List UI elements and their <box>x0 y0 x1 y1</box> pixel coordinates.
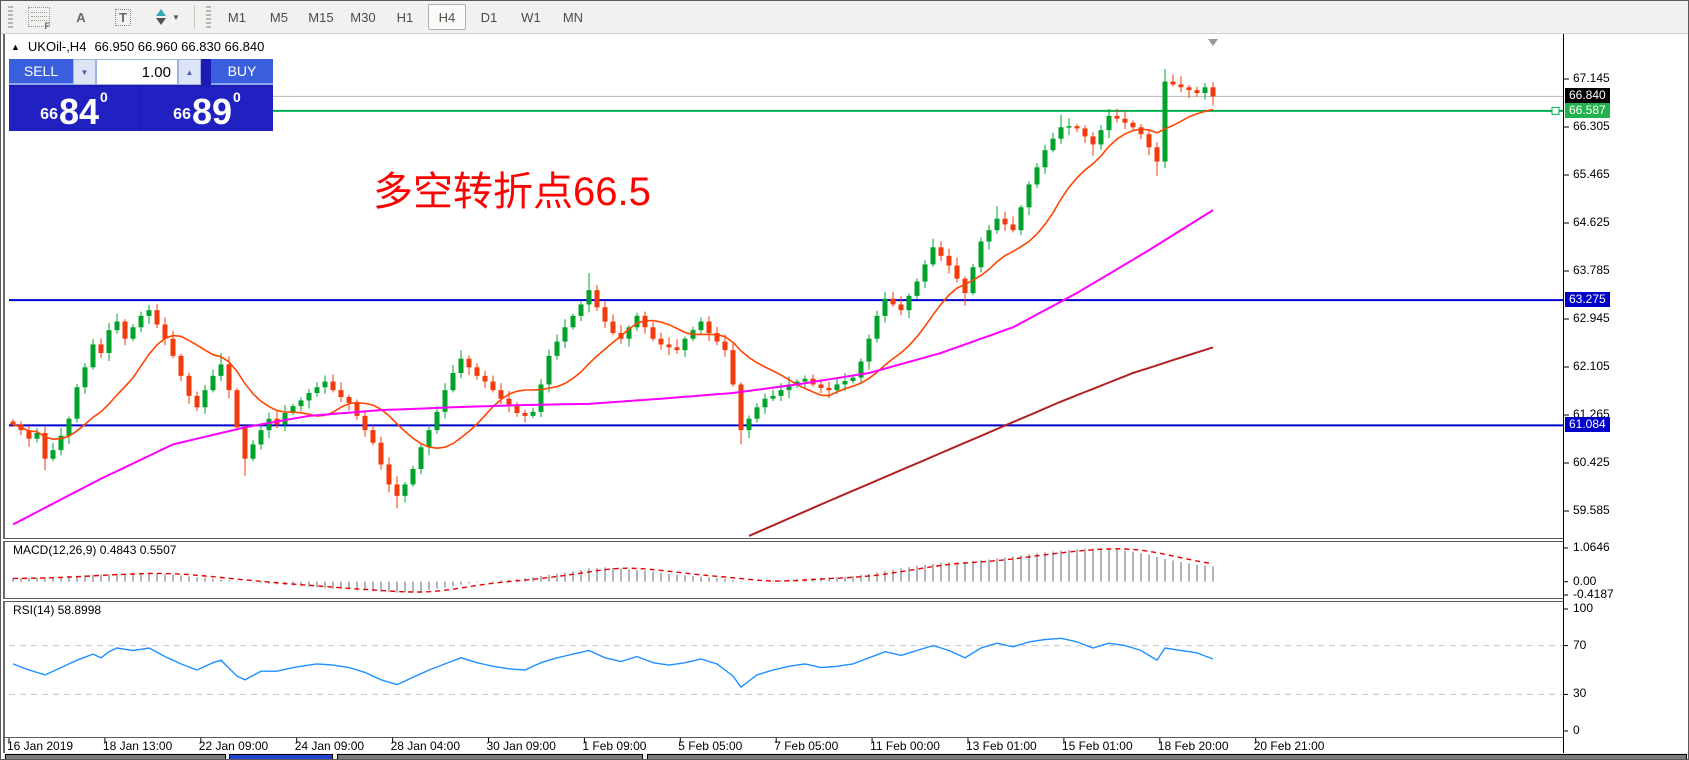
timeframe-d1[interactable]: D1 <box>480 9 498 25</box>
ohlc-values: 66.950 66.960 66.830 66.840 <box>94 39 265 54</box>
time-axis-label: 15 Feb 01:00 <box>1061 739 1133 753</box>
buy-price-prefix: 66 <box>173 106 191 123</box>
sell-price-big: 84 <box>58 90 100 132</box>
timeframe-m5[interactable]: M5 <box>269 9 288 25</box>
toolbar-grip-handle[interactable] <box>8 6 13 28</box>
timeframe-m15[interactable]: M15 <box>308 9 334 25</box>
rsi-axis-label: 0 <box>1573 723 1580 737</box>
rsi-axis-label: 30 <box>1573 686 1587 701</box>
time-axis-separator <box>3 737 1563 738</box>
volume-input[interactable] <box>96 59 178 85</box>
buy-price-display[interactable]: 66 89 0 <box>141 87 273 131</box>
dropdown-caret-icon: ▼ <box>172 12 180 22</box>
candles-layer <box>10 68 1216 509</box>
time-axis-label: 24 Jan 09:00 <box>294 739 365 753</box>
price-badge-current_price: 66.840 <box>1565 88 1610 104</box>
price-axis-tick: 63.785 <box>1573 263 1610 277</box>
time-axis-label: 1 Feb 09:00 <box>582 739 647 753</box>
time-axis-label: 5 Feb 05:00 <box>678 739 743 753</box>
price-axis-tick: 59.585 <box>1573 503 1610 517</box>
time-axis-label: 11 Feb 00:00 <box>870 739 940 753</box>
buy-price-big: 89 <box>191 90 233 132</box>
time-axis-label: 7 Feb 05:00 <box>774 739 839 753</box>
price-badge-blue_hline: 63.275 <box>1565 292 1610 308</box>
price-axis-line <box>1563 34 1564 753</box>
chart-annotation-text: 多空转折点66.5 <box>373 170 651 214</box>
toolbar-separator <box>193 5 195 29</box>
letter-a-icon: A <box>76 9 86 25</box>
rsi-panel-separator[interactable] <box>3 598 1563 602</box>
sell-price-sup: 0 <box>100 89 108 105</box>
timeframe-grip-handle[interactable] <box>205 6 211 28</box>
bottom-tab[interactable] <box>5 754 226 759</box>
price-axis-tick: 62.105 <box>1573 359 1610 373</box>
price-badge-blue_hline: 61.084 <box>1565 417 1610 433</box>
price-axis-tick: 62.945 <box>1573 311 1610 325</box>
rsi-axis-label: 100 <box>1573 601 1594 615</box>
toolbar: F A T ▼ M1 M5 M15 M30 H1 H4 D1 W1 MN <box>1 1 1688 34</box>
price-axis-tick: 66.305 <box>1573 119 1610 133</box>
time-axis-label: 20 Feb 21:00 <box>1253 739 1325 753</box>
price-axis-tick: 67.145 <box>1573 71 1610 85</box>
time-axis-label: 22 Jan 09:00 <box>198 739 269 753</box>
time-axis-label: 18 Feb 20:00 <box>1157 739 1229 753</box>
time-axis-label: 18 Jan 13:00 <box>102 739 173 753</box>
bottom-tab-active[interactable] <box>229 754 333 759</box>
macd-axis-label: 0.00 <box>1573 573 1597 588</box>
price-axis-tick: 64.625 <box>1573 215 1610 229</box>
macd-axis-label: -0.4187 <box>1573 586 1614 601</box>
bottom-tab-strip <box>3 753 1688 759</box>
time-axis-label: 30 Jan 09:00 <box>486 739 556 753</box>
timeframe-m1[interactable]: M1 <box>227 9 246 25</box>
buy-button[interactable]: BUY <box>211 59 273 85</box>
arrows-icon <box>156 9 166 25</box>
price-axis-tick: 65.465 <box>1573 167 1610 181</box>
time-axis-label: 16 Jan 2019 <box>7 739 74 753</box>
price-axis-tick: 60.425 <box>1573 455 1610 469</box>
timeframe-m30[interactable]: M30 <box>350 9 376 25</box>
draw-text-button[interactable]: A <box>62 4 100 30</box>
macd-panel-separator[interactable] <box>3 538 1563 542</box>
text-label-button[interactable]: T <box>104 4 142 30</box>
indicators-button[interactable]: F <box>20 4 58 31</box>
volume-decrease-button[interactable]: ▼ <box>73 59 96 85</box>
time-axis-label: 13 Feb 01:00 <box>966 739 1037 753</box>
timeframe-h1[interactable]: H1 <box>396 9 414 25</box>
macd-label: MACD(12,26,9) 0.4843 0.5507 <box>13 543 177 557</box>
collapse-icon[interactable]: ▲ <box>11 41 20 52</box>
timeframe-w1[interactable]: W1 <box>521 9 541 25</box>
timeframe-mn[interactable]: MN <box>562 9 584 25</box>
timeframe-h4[interactable]: H4 <box>427 4 466 30</box>
symbol-timeframe-label: UKOil-,H4 <box>27 39 87 54</box>
indicator-grid-icon: F <box>28 7 50 31</box>
text-box-icon: T <box>115 8 131 26</box>
one-click-trade-panel: SELL ▼ ▲ BUY 66 84 0 66 89 0 <box>9 59 273 131</box>
volume-increase-button[interactable]: ▲ <box>178 59 201 85</box>
macd-axis-label: 1.0646 <box>1573 539 1610 554</box>
time-axis-label: 28 Jan 04:00 <box>390 739 460 753</box>
sell-button[interactable]: SELL <box>9 59 73 85</box>
macd-layer <box>12 548 1214 593</box>
chart-title-bar: ▲ UKOil-,H4 66.950 66.960 66.830 66.840 <box>11 39 264 54</box>
bottom-tab[interactable] <box>337 754 643 759</box>
rsi-label: RSI(14) 58.8998 <box>13 603 102 617</box>
buy-price-sup: 0 <box>233 89 241 105</box>
rsi-axis-label: 70 <box>1573 637 1587 652</box>
sell-price-prefix: 66 <box>40 106 58 123</box>
chart-frame <box>3 34 1688 759</box>
arrows-tool-button[interactable]: ▼ <box>146 4 186 30</box>
price-badge-green_hline: 66.587 <box>1565 102 1610 118</box>
bottom-tab[interactable] <box>647 754 1687 759</box>
sell-price-display[interactable]: 66 84 0 <box>9 87 139 131</box>
